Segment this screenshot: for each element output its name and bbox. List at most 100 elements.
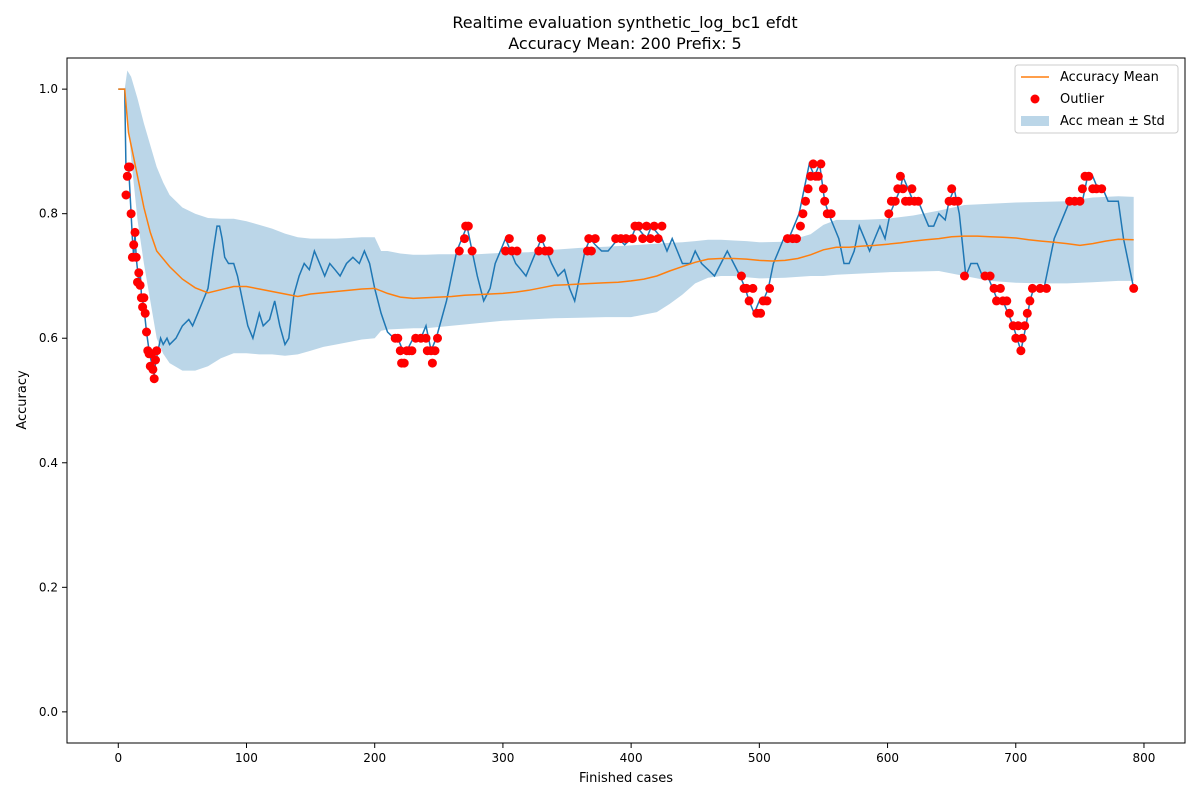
- axes: 0 100 200 300 400 500 600 700 800 0.0 0.2 0.4 0.6 0.8…: [39, 82, 1156, 765]
- outlier-point: [642, 221, 651, 231]
- x-tick-label: 300: [491, 751, 514, 765]
- outlier-point: [131, 252, 141, 262]
- y-tick-label: 1.0: [39, 82, 58, 96]
- outlier-point: [744, 296, 754, 306]
- outlier-point: [134, 268, 144, 278]
- y-tick-label: 0.6: [39, 331, 58, 345]
- outlier-point: [742, 283, 751, 293]
- outlier-point: [460, 234, 469, 244]
- outlier-point: [736, 271, 746, 281]
- outlier-point: [121, 190, 131, 200]
- outlier-point: [989, 283, 999, 293]
- outlier-point: [795, 221, 805, 231]
- outlier-point: [884, 209, 894, 219]
- outlier-point: [395, 346, 405, 356]
- outlier-point: [898, 184, 908, 194]
- outlier-point: [826, 209, 836, 219]
- outlier-point: [148, 364, 158, 374]
- y-tick-label: 0.8: [39, 207, 58, 221]
- outlier-point: [1129, 283, 1139, 293]
- x-tick-label: 600: [876, 751, 899, 765]
- outlier-point: [907, 184, 917, 194]
- y-tick-label: 0.4: [39, 456, 58, 470]
- outlier-point: [129, 240, 139, 250]
- outlier-point: [139, 293, 149, 303]
- x-tick-label: 500: [748, 751, 771, 765]
- outlier-point: [454, 246, 464, 256]
- plot-area: [118, 70, 1139, 384]
- outlier-point: [649, 221, 659, 231]
- outlier-point: [756, 308, 766, 318]
- legend-box: [1014, 64, 1179, 134]
- x-axis-label: Finished cases: [579, 771, 673, 786]
- outlier-point: [467, 246, 477, 256]
- legend-swatch-band: [1021, 116, 1049, 126]
- outlier-point: [433, 333, 442, 343]
- outlier-point: [895, 171, 905, 181]
- outlier-point: [1025, 296, 1035, 306]
- outlier-point: [813, 171, 823, 181]
- chart-subtitle: Accuracy Mean: 200 Prefix: 5: [508, 34, 741, 53]
- outlier-point: [801, 196, 810, 206]
- outlier-point: [1077, 184, 1087, 194]
- outlier-point: [151, 355, 160, 365]
- outlier-point: [645, 234, 655, 244]
- outlier-point: [135, 280, 145, 290]
- outlier-point: [501, 246, 510, 256]
- y-tick-label: 0.2: [39, 580, 58, 594]
- outlier-point: [995, 283, 1005, 293]
- outlier-point: [818, 184, 828, 194]
- x-tick-label: 0: [114, 751, 122, 765]
- outlier-point: [808, 159, 818, 169]
- outlier-point: [992, 296, 1001, 306]
- outlier-point: [657, 221, 667, 231]
- plot-frame: [66, 57, 1186, 744]
- outlier-point: [621, 234, 631, 244]
- outlier-point: [125, 162, 135, 172]
- outlier-point: [122, 171, 132, 181]
- outlier-point: [1004, 308, 1014, 318]
- outlier-point: [627, 234, 637, 244]
- x-tick-label: 100: [235, 751, 258, 765]
- outlier-point: [536, 234, 546, 244]
- legend: Accuracy Mean Outlier Acc mean ± Std: [1014, 64, 1179, 134]
- legend-swatch-outlier: [1030, 94, 1040, 104]
- outlier-point: [407, 346, 417, 356]
- outlier-point: [534, 246, 544, 256]
- outlier-point: [890, 196, 900, 206]
- outlier-point: [399, 358, 409, 368]
- outlier-point: [1013, 321, 1023, 331]
- outlier-point: [152, 346, 162, 356]
- outlier-point: [1002, 296, 1012, 306]
- outlier-point: [1042, 283, 1051, 293]
- outlier-point: [586, 246, 596, 256]
- outlier-point: [504, 234, 514, 244]
- x-tick-label: 800: [1133, 751, 1156, 765]
- outlier-point: [913, 196, 923, 206]
- outlier-point: [816, 159, 826, 169]
- outlier-point: [1084, 171, 1094, 181]
- x-tick-label: 400: [620, 751, 643, 765]
- outlier-point: [947, 184, 957, 194]
- x-tick-label: 700: [1004, 751, 1027, 765]
- y-axis-label: Accuracy: [15, 370, 30, 430]
- outlier-point: [765, 283, 775, 293]
- outlier-point: [140, 308, 150, 318]
- outlier-point: [1097, 184, 1107, 194]
- outlier-point: [430, 346, 440, 356]
- outlier-point: [985, 271, 995, 281]
- outlier-point: [1035, 283, 1045, 293]
- outlier-point: [820, 196, 830, 206]
- outlier-point: [463, 221, 473, 231]
- outlier-point: [427, 358, 437, 368]
- outlier-point: [130, 227, 140, 237]
- outlier-point: [803, 184, 813, 194]
- outlier-point: [421, 333, 431, 343]
- outlier-point: [544, 246, 554, 256]
- outlier-point: [748, 283, 758, 293]
- outlier-point: [393, 333, 403, 343]
- outlier-point: [584, 234, 594, 244]
